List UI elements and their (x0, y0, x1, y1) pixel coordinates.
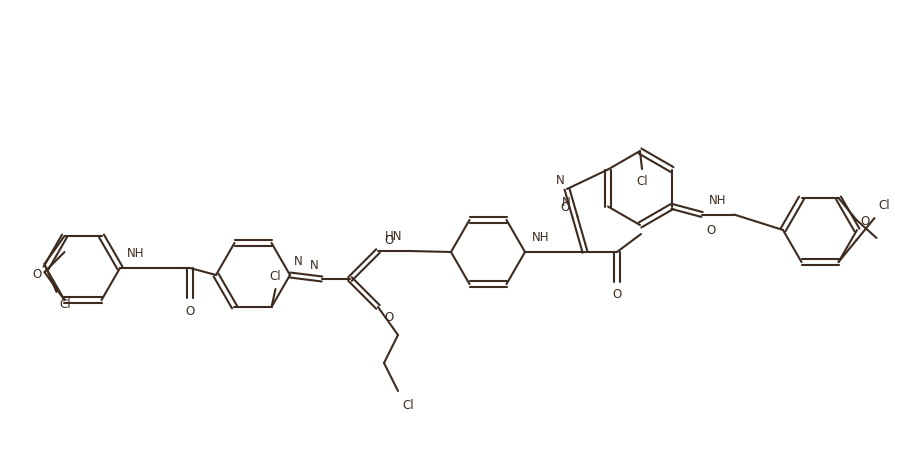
Text: O: O (561, 201, 570, 214)
Text: O: O (612, 288, 621, 301)
Text: Cl: Cl (59, 298, 71, 311)
Text: NH: NH (128, 247, 145, 260)
Text: N: N (293, 255, 302, 268)
Text: O: O (861, 215, 870, 228)
Text: N: N (310, 259, 318, 272)
Text: Cl: Cl (878, 199, 890, 212)
Text: O: O (32, 268, 42, 281)
Text: NH: NH (710, 194, 727, 206)
Text: HN: HN (385, 230, 403, 243)
Text: O: O (384, 311, 394, 324)
Text: O: O (384, 234, 394, 247)
Text: N: N (562, 196, 571, 210)
Text: Cl: Cl (402, 399, 414, 412)
Text: O: O (185, 305, 195, 318)
Text: O: O (706, 225, 715, 237)
Text: N: N (557, 174, 565, 187)
Text: Cl: Cl (270, 270, 281, 283)
Text: Cl: Cl (636, 175, 648, 188)
Text: NH: NH (532, 231, 549, 244)
